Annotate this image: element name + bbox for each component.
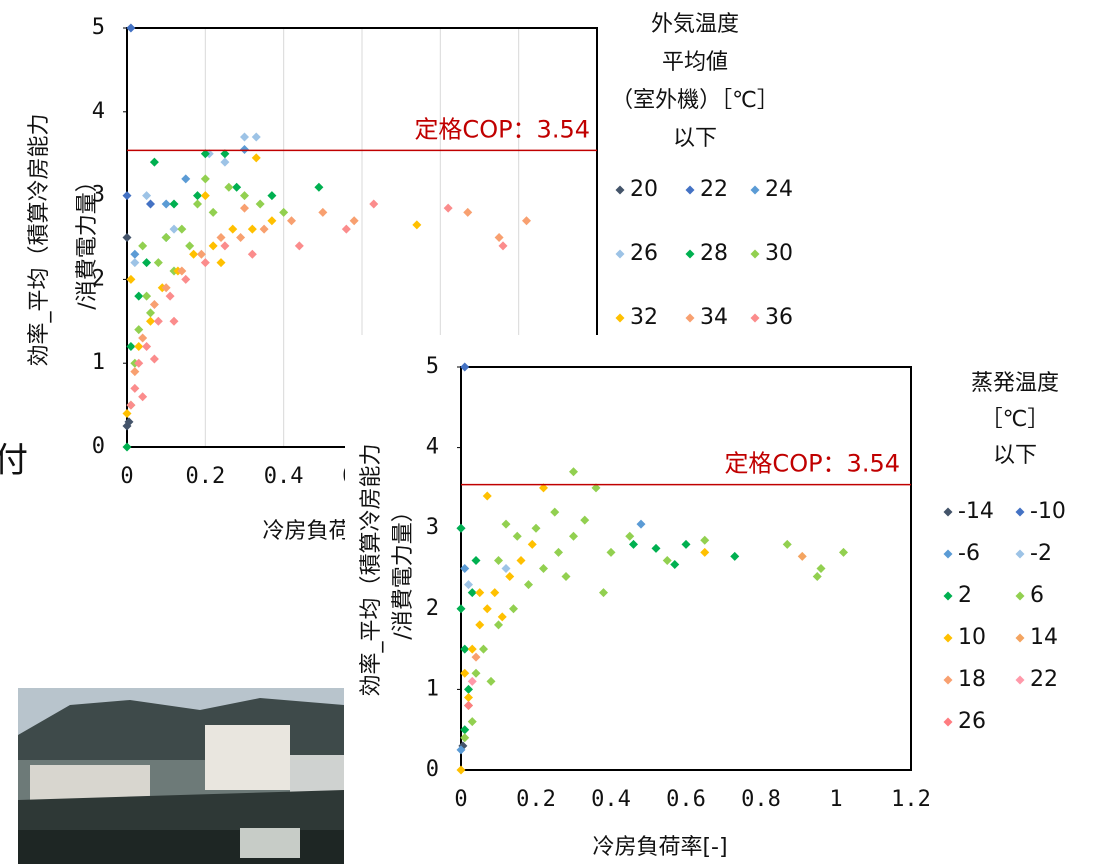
legend-label: 36 xyxy=(765,305,793,330)
y-tick-label: 4 xyxy=(426,435,439,460)
legend-marker xyxy=(751,186,760,195)
y-tick-label: 2 xyxy=(426,596,439,621)
legend-label: 26 xyxy=(630,241,658,266)
x-tick-label: 0.4 xyxy=(264,464,304,489)
legend-label: -6 xyxy=(958,541,980,566)
legend-label: 26 xyxy=(958,709,986,734)
legend-label: 30 xyxy=(765,241,793,266)
legend-label: 22 xyxy=(700,177,728,202)
side-text: 付 xyxy=(0,441,28,481)
legend-label: 18 xyxy=(958,667,986,692)
legend-marker xyxy=(616,186,625,195)
legend-marker xyxy=(686,314,695,323)
y-tick-label: 1 xyxy=(426,676,439,701)
x-tick-label: 0.2 xyxy=(516,787,556,812)
legend-title: （室外機）［℃］ xyxy=(611,88,779,113)
legend-label: 10 xyxy=(958,625,986,650)
x-tick-label: 0.4 xyxy=(591,787,631,812)
legend-label: 14 xyxy=(1030,625,1058,650)
legend-label: 2 xyxy=(958,583,972,608)
legend-marker xyxy=(616,314,625,323)
x-axis-label: 冷房負荷率[-] xyxy=(592,835,727,860)
y-tick-label: 4 xyxy=(92,99,105,124)
y-tick-label: 5 xyxy=(92,15,105,40)
x-tick-label: 1.2 xyxy=(891,787,931,812)
legend-label: 34 xyxy=(700,305,728,330)
y-axis-label: 効率_平均（積算冷房能力 xyxy=(27,113,52,366)
y-axis-label: /消費電力量） xyxy=(391,500,416,639)
reference-label: 定格COP：3.54 xyxy=(724,450,900,478)
x-tick-label: 1 xyxy=(829,787,842,812)
legend-marker xyxy=(616,250,625,259)
legend-label: -10 xyxy=(1030,499,1066,524)
legend-title: 蒸発温度 xyxy=(971,371,1059,396)
x-tick-label: 0 xyxy=(454,787,467,812)
legend-title: 平均値 xyxy=(662,50,728,75)
y-axis-label: /消費電力量） xyxy=(75,170,100,309)
legend-label: -2 xyxy=(1030,541,1052,566)
y-tick-label: 5 xyxy=(426,354,439,379)
legend-title: 以下 xyxy=(993,443,1037,468)
page: 付 00.20.40.60.811.2012345定格COP：3.54効率_平均… xyxy=(0,0,1094,864)
photo xyxy=(18,688,344,864)
legend-marker xyxy=(751,250,760,259)
legend-title: ［℃］ xyxy=(981,407,1050,432)
legend-label: 28 xyxy=(700,241,728,266)
y-tick-label: 0 xyxy=(426,757,439,782)
reference-label: 定格COP：3.54 xyxy=(414,115,590,143)
legend-marker xyxy=(751,314,760,323)
legend-marker xyxy=(686,250,695,259)
legend-label: 24 xyxy=(765,177,793,202)
legend-label: -14 xyxy=(958,499,994,524)
y-tick-label: 3 xyxy=(426,515,439,540)
x-tick-label: 0.6 xyxy=(666,787,706,812)
legend-title: 以下 xyxy=(673,126,717,151)
plot-area xyxy=(461,367,911,770)
legend-label: 6 xyxy=(1030,583,1044,608)
y-axis-label: 効率_平均（積算冷房能力 xyxy=(359,443,384,696)
legend-label: 20 xyxy=(630,177,658,202)
legend-marker xyxy=(686,186,695,195)
y-tick-label: 1 xyxy=(92,350,105,375)
x-tick-label: 0 xyxy=(120,464,133,489)
x-tick-label: 0.8 xyxy=(741,787,781,812)
legend-label: 22 xyxy=(1030,667,1058,692)
x-tick-label: 0.2 xyxy=(185,464,225,489)
y-tick-label: 0 xyxy=(92,434,105,459)
legend-title: 外気温度 xyxy=(651,12,739,37)
legend-label: 32 xyxy=(630,305,658,330)
